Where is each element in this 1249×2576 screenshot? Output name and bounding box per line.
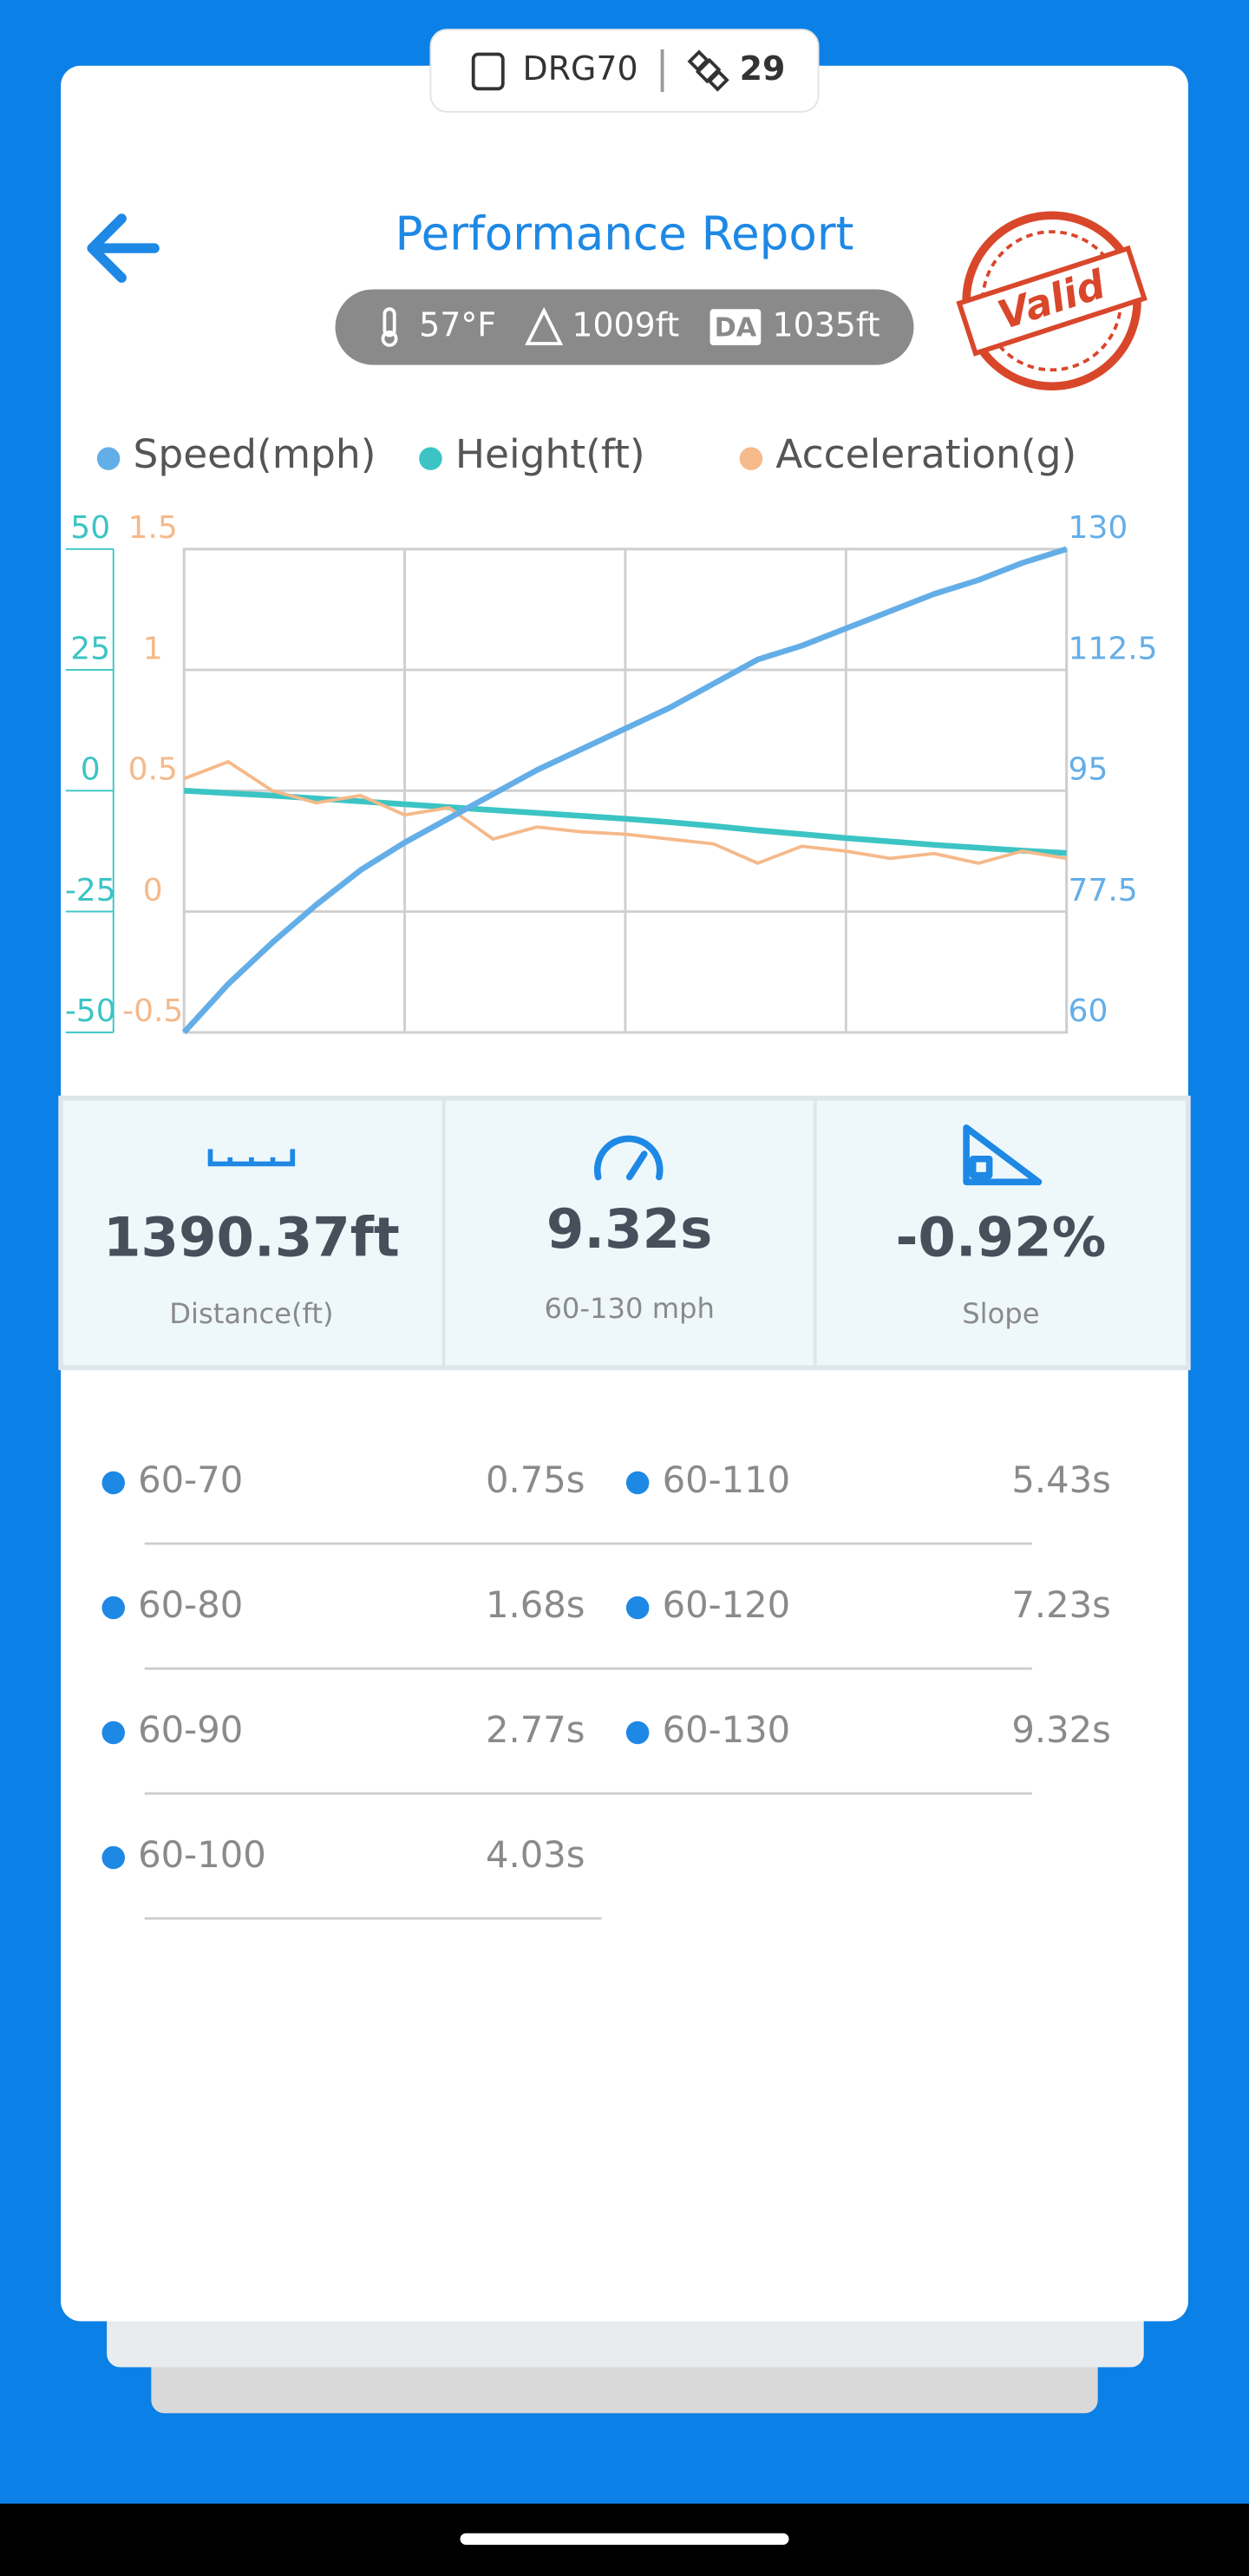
y-tick-label: 50 [70,510,110,546]
stat-value: -0.92% [895,1206,1106,1269]
split-label: 60-120 [663,1583,791,1626]
y-tick-label: 25 [70,631,110,666]
y2-tick-label: -0.5 [122,993,183,1029]
legend-marker [739,447,763,470]
ruler-icon [207,1149,296,1167]
split-time: 0.75s [486,1458,585,1501]
stat-label: 60-130 mph [544,1292,714,1325]
y3-tick-label: 130 [1069,510,1128,546]
satellite-count: 29 [740,49,786,88]
y2-tick-label: 0.5 [128,752,178,788]
stat-label: Distance(ft) [169,1297,333,1330]
split-time: 2.77s [486,1708,585,1751]
density-altitude: 1035ft [773,306,880,344]
y3-tick-label: 95 [1069,752,1108,788]
split-label: 60-90 [138,1708,243,1751]
home-indicator[interactable] [460,2533,789,2546]
y3-tick-label: 60 [1069,993,1108,1029]
stats-panel [58,1095,1191,1371]
device-icon [471,52,505,91]
y-tick-label: -50 [65,993,116,1029]
legend-marker [419,447,442,470]
series-line [183,760,1067,865]
gauge-icon [593,1135,664,1181]
y3-tick-label: 77.5 [1069,873,1138,908]
split-bullet [101,1721,126,1745]
legend-marker [96,447,121,470]
splits: 60-70 0.75s 60-80 1.68s 60-90 2.77s 60-100 4.03… [101,1458,1111,1920]
mountain-icon [525,306,564,345]
y2-tick-label: 1.5 [128,510,178,546]
altitude: 1009ft [572,306,679,344]
split-time: 5.43s [1011,1458,1111,1501]
split-bullet [101,1596,126,1620]
legend-label: Acceleration(g) [775,431,1076,477]
legend-label: Height(ft) [455,431,645,477]
split-label: 60-80 [138,1583,243,1626]
split-label: 60-130 [663,1708,791,1751]
split-label: 60-70 [138,1458,243,1501]
legend-label: Speed(mph) [133,431,376,477]
split-bullet [101,1471,126,1495]
stat-value: 1390.37ft [103,1206,400,1269]
stat-value: 9.32s [546,1197,712,1261]
y3-tick-label: 112.5 [1069,631,1158,666]
y2-tick-label: 1 [143,631,163,666]
back-button[interactable] [87,213,160,283]
split-bullet [625,1721,650,1745]
stats: 1390.37ft Distance(ft) 9.32s 60-130 mph -0.9… [103,1197,1106,1330]
y2-tick-label: 0 [143,873,163,908]
da-badge [710,309,762,345]
page-title: Performance Report [396,206,854,260]
y-tick-label: 0 [81,752,101,788]
split-bullet [625,1471,650,1495]
chart: -50 -25 0 25 50 -0.5 0 0.5 1 1.5 60 77.5 95 112.5 130 S… [65,431,1158,1035]
split-label: 60-110 [663,1458,791,1501]
split-bullet [101,1845,126,1870]
split-bullet [625,1596,650,1620]
conditions-pill [335,289,914,365]
device-name: DRG70 [523,49,638,88]
satellite-icon [687,49,729,92]
status-pill [429,29,820,113]
split-time: 7.23s [1011,1583,1111,1626]
split-time: 4.03s [486,1833,585,1876]
slope-icon [963,1124,1043,1186]
da-label: DA [715,312,757,343]
y-tick-label: -25 [65,873,116,908]
split-time: 9.32s [1011,1708,1111,1751]
temperature: 57°F [419,306,496,344]
stat-label: Slope [962,1297,1039,1330]
split-time: 1.68s [486,1583,585,1626]
thermometer-icon [381,307,398,347]
series-line [181,546,1068,1035]
split-label: 60-100 [138,1833,266,1876]
